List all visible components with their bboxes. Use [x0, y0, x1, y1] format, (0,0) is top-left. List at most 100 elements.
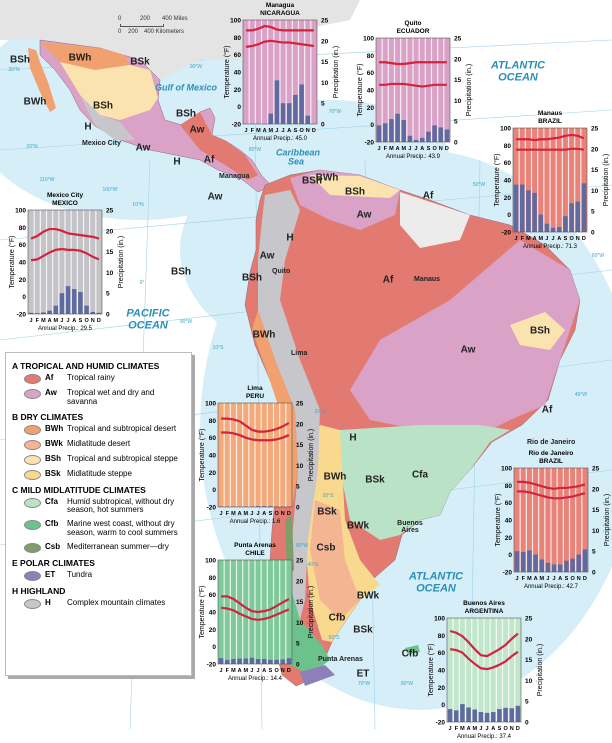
precip-bar [466, 707, 471, 722]
grat-label: 10°S [213, 345, 224, 351]
legend-desc: Tropical rainy [67, 374, 115, 383]
precip-bar [243, 659, 248, 664]
precip-tick: 5 [525, 699, 529, 706]
scale-km-0: 0 [118, 29, 121, 35]
grat-label: 40°W [575, 392, 587, 398]
month-label: J [245, 128, 248, 134]
month-label: M [401, 146, 406, 152]
climograph-country: PERU [246, 393, 264, 400]
climograph-country: BRAZIL [539, 458, 563, 465]
precip-tick: 10 [525, 678, 533, 685]
month-label: M [460, 726, 465, 732]
temp-tick: 60 [367, 70, 375, 77]
precip-bar [408, 136, 413, 142]
month-label: M [256, 128, 261, 134]
climograph-city: Lima [247, 385, 263, 392]
temp-tick: -20 [365, 140, 375, 147]
precip-bar [414, 140, 419, 142]
precip-bar [90, 312, 95, 314]
temp-tick: 80 [438, 633, 446, 640]
temp-tick: 40 [367, 88, 375, 95]
temp-tick: 20 [504, 195, 512, 202]
temp-tick: -20 [17, 312, 27, 319]
precip-bar [503, 708, 508, 722]
legend-swatch [24, 374, 41, 384]
month-label: M [243, 668, 248, 674]
climate-region-label: H [286, 233, 293, 244]
temp-tick: 80 [234, 35, 242, 42]
precip-bar [563, 216, 568, 232]
temp-tick: 20 [234, 87, 242, 94]
precip-tick: 0 [592, 570, 596, 577]
annual-precip: Annual Precip.: 14.4 [228, 676, 283, 682]
month-label: M [243, 511, 248, 517]
temp-axis-label: Temperature (°F) [493, 154, 501, 207]
month-label: O [569, 236, 574, 242]
temp-tick: 20 [505, 535, 513, 542]
legend-desc: Midlatitude steppe [67, 470, 132, 479]
temp-tick: 80 [209, 418, 217, 425]
precip-bar [237, 659, 242, 664]
city-buenos-aires: Buenos Aires [396, 520, 424, 534]
legend-code: Cfa [45, 498, 67, 507]
climate-region-label: H [173, 157, 180, 168]
month-label: M [268, 128, 273, 134]
month-label: J [275, 128, 278, 134]
temp-axis-label: Temperature (°F) [356, 64, 364, 117]
temp-tick: 0 [370, 122, 374, 129]
legend-group-title: H HIGHLAND [12, 586, 185, 596]
legend-swatch [24, 440, 41, 450]
precip-bar [460, 704, 465, 722]
annual-precip: Annual Precip.: 45.0 [253, 136, 308, 142]
precip-tick: 10 [454, 98, 462, 105]
precip-tick: 5 [296, 641, 300, 648]
month-label: N [281, 511, 285, 517]
precip-bar [262, 659, 267, 664]
month-label: M [41, 318, 46, 324]
temp-tick: -20 [207, 505, 217, 512]
climograph-city: Mexico City [47, 192, 84, 199]
city-quito: Quito [272, 268, 290, 275]
precip-tick: 15 [106, 249, 114, 256]
precip-bar [438, 127, 443, 142]
precip-tick: 0 [591, 230, 595, 237]
temp-tick: 80 [209, 575, 217, 582]
month-label: A [263, 128, 267, 134]
temp-tick: 40 [209, 453, 217, 460]
precip-tick: 20 [296, 578, 304, 585]
temp-tick: 0 [507, 212, 511, 219]
grat-label: 90°W [190, 64, 202, 70]
precip-bar [274, 660, 279, 664]
month-label: M [538, 236, 543, 242]
precip-tick: 25 [106, 208, 114, 215]
precip-tick: 25 [525, 616, 533, 623]
climate-region-label: BSh [171, 267, 191, 278]
precip-bar [299, 84, 304, 124]
temp-tick: 100 [205, 558, 216, 565]
annual-precip: Annual Precip.: 37.4 [457, 734, 512, 740]
legend-code: ET [45, 571, 67, 580]
grat-label: 70°W [358, 681, 370, 687]
climate-region-label: Af [204, 155, 215, 166]
month-label: D [583, 576, 587, 582]
month-label: J [486, 726, 489, 732]
month-label: J [250, 668, 253, 674]
precip-bar [527, 550, 532, 572]
precip-bar [420, 138, 425, 142]
legend-desc: Tropical and subtropical desert [67, 425, 176, 434]
legend-group-title: A TROPICAL AND HUMID CLIMATES [12, 361, 185, 371]
climograph-city: Quito [405, 20, 422, 27]
scale-bar: 0 200 400 Miles 0 200 400 Kilometers [118, 16, 188, 38]
climate-region-label: BSk [353, 625, 372, 636]
precip-tick: 15 [454, 77, 462, 84]
month-label: A [287, 128, 291, 134]
precip-bar [516, 706, 521, 722]
scale-km-200: 200 [128, 29, 138, 35]
